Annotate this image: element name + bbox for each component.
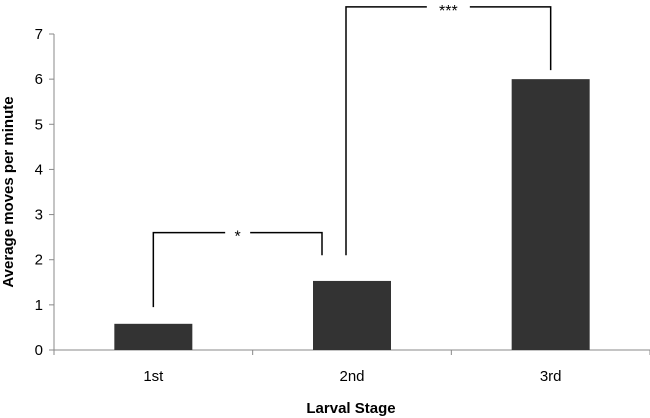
y-tick-label: 2 — [35, 252, 43, 269]
y-tick-label: 3 — [35, 207, 43, 224]
x-tick-label: 1st — [143, 368, 164, 385]
x-axis-title: Larval Stage — [306, 400, 395, 417]
bar-2nd — [313, 280, 391, 350]
y-tick-label: 7 — [35, 26, 43, 43]
significance-label-bg — [225, 226, 251, 239]
y-tick-label: 0 — [35, 342, 43, 359]
significance-label: *** — [439, 3, 458, 20]
significance-label: * — [235, 229, 241, 246]
y-tick-label: 4 — [35, 161, 43, 178]
y-tick-label: 6 — [35, 71, 43, 88]
x-axis-ticks: 1st 2nd 3rd — [53, 350, 650, 385]
y-axis-ticks: 0 1 2 3 4 5 6 7 — [35, 26, 54, 359]
x-tick-label: 2nd — [339, 368, 364, 385]
y-tick-label: 5 — [35, 116, 43, 133]
significance-brackets: **** — [152, 0, 552, 308]
significance-label-bg — [426, 0, 470, 13]
bars — [114, 79, 590, 351]
y-tick-label: 1 — [35, 297, 43, 314]
y-axis-title: Average moves per minute — [0, 96, 17, 287]
x-tick-label: 3rd — [540, 368, 562, 385]
bar-1st — [114, 323, 193, 350]
bar-3rd — [511, 79, 590, 351]
